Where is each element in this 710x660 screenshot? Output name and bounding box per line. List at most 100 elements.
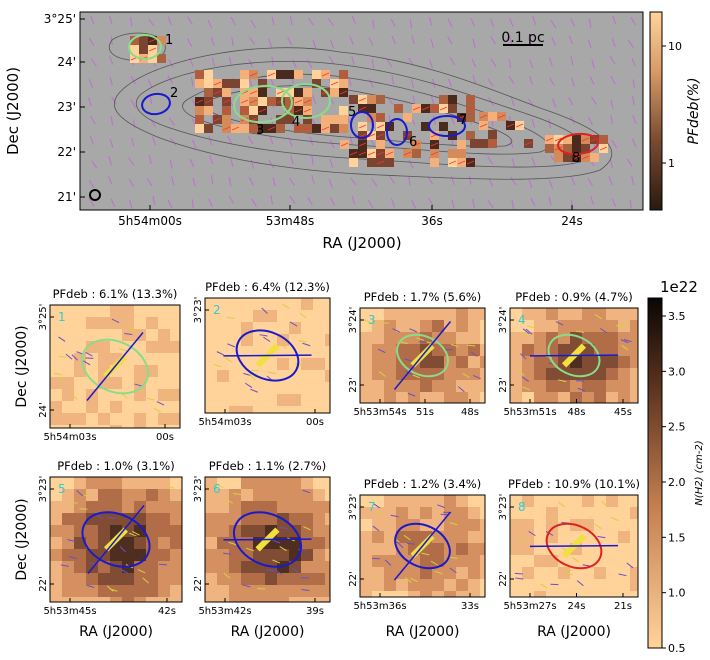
nh2-pixel <box>582 567 594 579</box>
nh2-pixel <box>301 537 313 549</box>
polarization-vector <box>288 138 293 147</box>
panel-frame <box>359 307 486 404</box>
nh2-pixel <box>50 341 62 353</box>
polarization-vector <box>287 37 293 46</box>
nh2-pixel <box>98 425 110 428</box>
nh2-pixel <box>74 513 86 525</box>
polarization-vector <box>156 401 165 406</box>
nh2-pixel <box>301 358 313 370</box>
polarization-vector <box>329 139 335 149</box>
polarization-vector <box>247 136 254 145</box>
nh2-pixel <box>480 543 485 555</box>
nh2-pixel <box>301 549 313 561</box>
nh2-pixel <box>313 573 325 585</box>
nh2-pixel <box>570 320 582 332</box>
polarization-vector <box>208 136 213 145</box>
nh2-pixel <box>289 477 301 489</box>
nh2-pixel <box>229 358 241 370</box>
polarization-vector <box>88 198 95 207</box>
polarization-vector <box>269 78 275 87</box>
nh2-pixel <box>170 561 182 573</box>
nh2-pixel <box>158 365 170 377</box>
polarization-vector <box>610 99 614 109</box>
nh2-pixel <box>444 579 456 591</box>
pf-pixel <box>276 115 285 124</box>
nh2-pixel <box>582 531 594 543</box>
pf-pixel <box>430 158 439 167</box>
nh2-pixel <box>468 567 480 579</box>
polarization-vector <box>306 59 313 68</box>
polarization-vector <box>392 328 400 333</box>
polarization-vector <box>58 336 66 342</box>
polarization-vector <box>259 334 268 337</box>
nh2-pixel <box>618 320 630 332</box>
nh2-pixel <box>110 477 122 489</box>
nh2-pixel <box>134 477 146 489</box>
nh2-pixel <box>86 365 98 377</box>
nh2-pixel <box>98 513 110 525</box>
nh2-pixel <box>325 585 330 597</box>
nh2-pixel <box>606 519 618 531</box>
polarization-vector <box>132 531 140 536</box>
nh2-pixel <box>510 380 522 392</box>
nh2-pixel <box>86 353 98 365</box>
nh2-pixel <box>444 332 456 344</box>
nh2-pixel <box>432 356 444 368</box>
nh2-pixel <box>444 368 456 380</box>
polarization-vector <box>610 75 616 85</box>
nh2-pixel <box>420 507 432 519</box>
polarization-vector <box>168 59 174 68</box>
nh2-pixel <box>396 579 408 591</box>
polarization-vector <box>308 17 314 26</box>
nh2-pixel <box>217 322 229 334</box>
polarization-vector <box>267 371 276 375</box>
nh2-pixel <box>456 308 468 320</box>
pf-pixel <box>130 36 139 45</box>
polarization-vector <box>312 95 317 105</box>
nh2-pixel <box>522 543 534 555</box>
polarization-vector <box>372 525 380 532</box>
nh2-pixel <box>62 489 74 501</box>
polarization-vector <box>328 179 333 188</box>
nh2-pixel <box>372 591 384 597</box>
nh2-pixel <box>50 525 62 537</box>
polarization-vector <box>272 177 276 187</box>
polarization-vector <box>311 155 314 165</box>
nh2-pixel <box>558 308 570 320</box>
nh2-pixel <box>62 329 74 341</box>
core-ellipse <box>141 92 171 116</box>
nh2-pixel <box>570 507 582 519</box>
polarization-vector <box>409 328 418 333</box>
nh2-pixel <box>289 298 301 310</box>
panel-title: PFdeb : 1.1% (2.7%) <box>209 459 326 473</box>
nh2-pixel <box>205 477 217 489</box>
nh2-pixel <box>408 392 420 403</box>
nh2-pixel <box>510 320 522 332</box>
nh2-pixel <box>372 308 384 320</box>
nh2-pixel <box>408 308 420 320</box>
polarization-vector <box>564 572 573 576</box>
polarization-vector <box>364 319 372 324</box>
panel-ytick: 23' <box>498 377 509 392</box>
polarization-vector <box>169 159 173 169</box>
polarization-vector <box>552 98 557 108</box>
polarization-vector <box>126 325 134 330</box>
polarization-vector <box>620 339 629 344</box>
polarization-vector <box>148 18 155 27</box>
nh2-pixel <box>313 382 325 394</box>
nh2-pixel <box>277 358 289 370</box>
polarization-vector <box>245 547 254 552</box>
nh2-pixel <box>546 368 558 380</box>
nh2-pixel <box>432 507 444 519</box>
pf-pixel <box>285 88 294 97</box>
nh2-pixel <box>217 394 229 406</box>
panel-xlabel: RA (J2000) <box>231 624 305 640</box>
polarization-vector <box>510 176 517 185</box>
nh2-pixel <box>98 585 110 597</box>
core-label: 1 <box>165 33 173 48</box>
nh2-pixel <box>468 495 480 507</box>
polarization-vector <box>621 344 629 351</box>
pf-colorbar-label: PFdeb(%) <box>686 77 702 144</box>
pf-pixel <box>488 112 497 121</box>
field-axis-line <box>529 354 619 357</box>
